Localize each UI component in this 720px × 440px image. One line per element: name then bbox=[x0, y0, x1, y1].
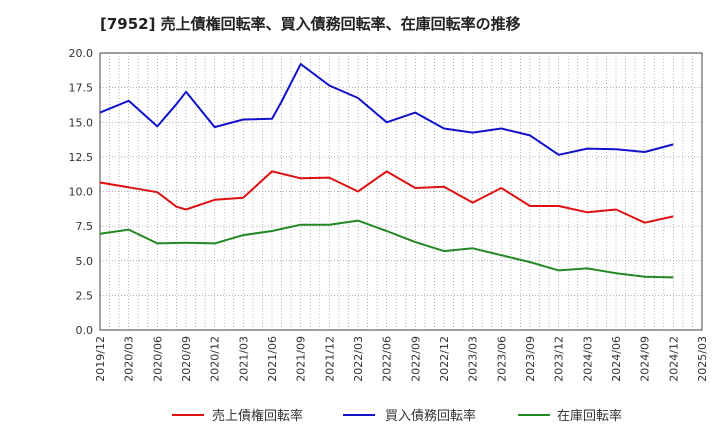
x-tick-label: 2024/12 bbox=[667, 336, 680, 382]
x-tick-label: 2021/03 bbox=[237, 336, 250, 382]
y-tick-label: 12.5 bbox=[69, 151, 94, 164]
legend-label-3: 在庫回転率 bbox=[557, 408, 622, 424]
x-tick-label: 2023/09 bbox=[524, 336, 537, 382]
x-tick-label: 2023/12 bbox=[553, 336, 566, 382]
y-tick-label: 2.5 bbox=[76, 289, 94, 302]
x-tick-label: 2023/06 bbox=[495, 336, 508, 382]
x-tick-label: 2021/09 bbox=[295, 336, 308, 382]
x-tick-label: 2020/12 bbox=[209, 336, 222, 382]
y-tick-label: 15.0 bbox=[69, 116, 94, 129]
x-tick-label: 2022/09 bbox=[409, 336, 422, 382]
chart-title: [7952] 売上債権回転率、買入債務回転率、在庫回転率の推移 bbox=[100, 15, 521, 33]
series-line-1 bbox=[99, 170, 674, 224]
x-tick-label: 2020/03 bbox=[123, 336, 136, 382]
y-tick-label: 7.5 bbox=[76, 220, 94, 233]
axis-layer: 0.0 2.5 5.0 7.5 10.0 12.5 15.0 17.5 20.0 2019/12 2… bbox=[69, 47, 710, 382]
x-tick-label: 2020/06 bbox=[151, 336, 164, 382]
x-tick-label: 2021/12 bbox=[323, 336, 336, 382]
series-layer bbox=[99, 63, 674, 279]
grid-layer bbox=[99, 52, 703, 331]
x-tick-label: 2022/12 bbox=[438, 336, 451, 382]
y-tick-label: 20.0 bbox=[69, 47, 94, 60]
x-tick-label: 2023/03 bbox=[467, 336, 480, 382]
x-tick-label: 2021/06 bbox=[266, 336, 279, 382]
x-tick-label: 2024/09 bbox=[639, 336, 652, 382]
series-line-3 bbox=[99, 219, 674, 279]
legend: 売上債権回転率 買入債務回転率 在庫回転率 bbox=[172, 408, 622, 424]
x-tick-label: 2025/03 bbox=[696, 336, 709, 382]
plot-frame bbox=[99, 52, 703, 331]
series-line-2 bbox=[99, 63, 674, 156]
y-tick-label: 0.0 bbox=[76, 324, 94, 337]
legend-label-2: 買入債務回転率 bbox=[385, 408, 476, 424]
x-tick-label: 2019/12 bbox=[94, 336, 107, 382]
x-tick-label: 2022/06 bbox=[381, 336, 394, 382]
legend-label-1: 売上債権回転率 bbox=[212, 408, 303, 424]
x-tick-label: 2020/09 bbox=[180, 336, 193, 382]
y-tick-label: 17.5 bbox=[69, 82, 94, 95]
y-tick-label: 5.0 bbox=[76, 255, 94, 268]
x-tick-label: 2022/03 bbox=[352, 336, 365, 382]
y-tick-label: 10.0 bbox=[69, 186, 94, 199]
x-tick-label: 2024/06 bbox=[610, 336, 623, 382]
x-tick-label: 2024/03 bbox=[581, 336, 594, 382]
